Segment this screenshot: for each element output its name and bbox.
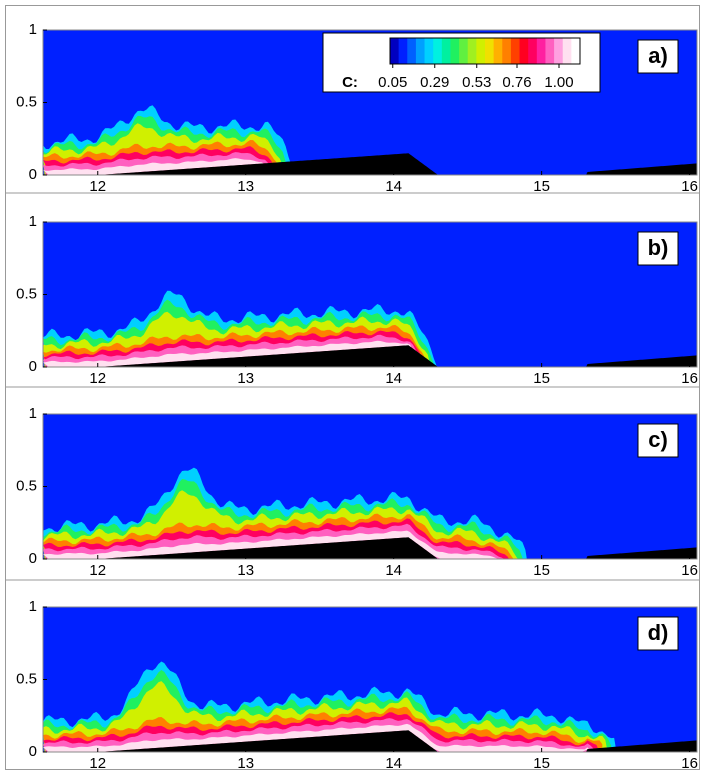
x-tick-label: 15 [533, 370, 550, 387]
panel-label-box [637, 616, 679, 651]
x-tick-label: 16 [681, 370, 698, 387]
x-tick-label: 15 [533, 178, 550, 195]
panel-label: d) [648, 620, 669, 645]
colorbar-label: C: [342, 74, 358, 91]
panel: 12 13 14 15 16 0 0.5 1 a) C: 0.05 0.29 0.53 0.76 1.00 [16, 21, 698, 195]
terrain [43, 345, 697, 367]
panel-label-box [637, 423, 679, 458]
field [43, 290, 697, 367]
colorbar-swatch [545, 38, 555, 64]
concentration-layer [43, 723, 589, 752]
x-tick-label: 12 [89, 755, 106, 772]
colorbar-swatch [441, 38, 451, 64]
panel: 12 13 14 15 16 0 0.5 1 d) [16, 598, 698, 772]
colorbar-swatch [467, 38, 477, 64]
colorbar-swatch [528, 38, 538, 64]
x-tick-label: 12 [89, 562, 106, 579]
x-tick-label: 14 [385, 370, 402, 387]
terrain [43, 153, 697, 175]
colorbar-swatch [450, 38, 460, 64]
y-tick-label: 0.5 [16, 477, 37, 494]
concentration-layer [43, 530, 501, 559]
colorbar-swatch [485, 38, 495, 64]
x-tick-label: 12 [89, 370, 106, 387]
colorbar-swatch [502, 38, 512, 64]
concentration-layer [43, 158, 264, 175]
field [43, 105, 697, 175]
concentration-layer [43, 340, 412, 367]
x-tick-label: 12 [89, 178, 106, 195]
terrain [43, 730, 697, 752]
x-tick-label: 13 [237, 755, 254, 772]
y-tick-label: 1 [29, 598, 37, 615]
colorbar-swatch [493, 38, 503, 64]
colorbar-swatch [433, 38, 443, 64]
y-tick-label: 0.5 [16, 93, 37, 110]
colorbar-swatch [424, 38, 434, 64]
colorbar-swatch [554, 38, 564, 64]
y-tick-label: 1 [29, 405, 37, 422]
colorbar-swatch [476, 38, 486, 64]
colorbar-swatch [415, 38, 426, 64]
panel-label: a) [648, 43, 668, 68]
colorbar-swatch [536, 38, 546, 64]
x-tick-label: 13 [237, 370, 254, 387]
y-tick-label: 0 [29, 550, 37, 567]
colorbar-swatch [459, 38, 469, 64]
colorbar-tick-label: 0.76 [502, 74, 531, 91]
x-tick-label: 14 [385, 755, 402, 772]
y-tick-label: 0.5 [16, 670, 37, 687]
colorbar-tick-label: 0.53 [462, 74, 491, 91]
y-tick-label: 0 [29, 166, 37, 183]
x-tick-label: 16 [681, 755, 698, 772]
field [43, 467, 697, 559]
y-tick-label: 1 [29, 21, 37, 38]
x-tick-label: 15 [533, 755, 550, 772]
panel: 12 13 14 15 16 0 0.5 1 b) [16, 213, 698, 387]
y-tick-label: 0 [29, 358, 37, 375]
panel-label-box [637, 231, 679, 266]
x-tick-label: 16 [681, 562, 698, 579]
colorbar-tick-label: 0.05 [378, 74, 407, 91]
panel: 12 13 14 15 16 0 0.5 1 c) [16, 405, 698, 579]
colorbar-swatch [390, 38, 400, 64]
colorbar-swatch [562, 38, 572, 64]
colorbar-tick-label: 1.00 [544, 74, 573, 91]
field [43, 661, 697, 752]
colorbar-swatch [519, 38, 529, 64]
y-tick-label: 1 [29, 213, 37, 230]
y-tick-label: 0 [29, 743, 37, 760]
colorbar-frame [389, 37, 581, 65]
x-tick-label: 14 [385, 178, 402, 195]
colorbar-swatch [407, 38, 417, 64]
colorbar-tick-label: 0.29 [420, 74, 449, 91]
terrain [43, 537, 697, 559]
x-tick-label: 16 [681, 178, 698, 195]
x-tick-label: 14 [385, 562, 402, 579]
panel-label: b) [648, 235, 669, 260]
x-tick-label: 15 [533, 562, 550, 579]
colorbar-swatch [510, 38, 521, 64]
panel-label-box [637, 39, 679, 74]
y-tick-label: 0.5 [16, 285, 37, 302]
x-tick-label: 13 [237, 178, 254, 195]
x-tick-label: 13 [237, 562, 254, 579]
colorbar-swatch [398, 38, 408, 64]
panel-label: c) [648, 427, 668, 452]
colorbar-swatch [571, 38, 581, 64]
